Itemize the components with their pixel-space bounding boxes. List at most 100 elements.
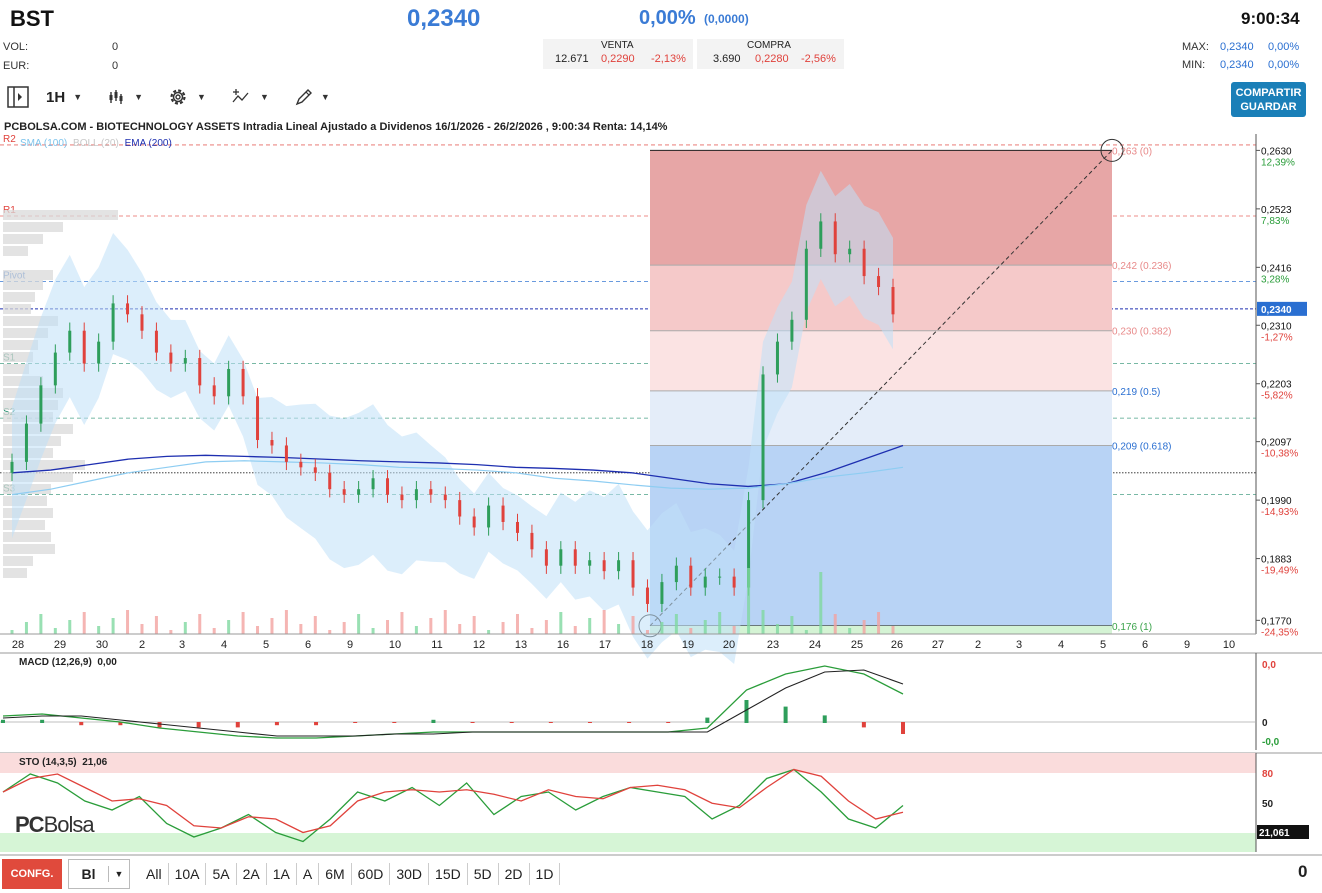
sto-tick-label: 50 xyxy=(1262,799,1274,810)
volume-bar xyxy=(819,572,823,634)
range-all[interactable]: All xyxy=(140,863,169,885)
macd-histogram-bar xyxy=(353,722,358,723)
volume-bar xyxy=(862,620,866,634)
last-price: 0,2340 xyxy=(407,5,481,32)
candle-body xyxy=(198,358,202,386)
volume-profile-bar xyxy=(3,270,53,280)
candle-body xyxy=(10,461,14,473)
candle-body xyxy=(328,472,332,490)
candle-body xyxy=(458,500,462,517)
range-2a[interactable]: 2A xyxy=(237,863,267,885)
chart-type-dropdown[interactable]: ▼ xyxy=(108,89,143,105)
volume-bar xyxy=(588,618,592,634)
range-5d[interactable]: 5D xyxy=(468,863,499,885)
buy-label: COMPRA xyxy=(747,40,791,51)
range-15d[interactable]: 15D xyxy=(429,863,468,885)
ticker-symbol: BST xyxy=(10,6,54,31)
chevron-down-icon: ▼ xyxy=(114,869,124,879)
range-6m[interactable]: 6M xyxy=(319,863,352,885)
config-button[interactable]: CONFG. xyxy=(2,859,62,889)
range-60d[interactable]: 60D xyxy=(352,863,391,885)
candle-body xyxy=(501,505,505,522)
fib-trend-line xyxy=(649,150,1113,627)
range-2d[interactable]: 2D xyxy=(499,863,530,885)
candle-body xyxy=(487,505,491,528)
scale-select[interactable]: Bl ▼ xyxy=(68,859,130,889)
candle-body xyxy=(443,494,447,501)
candle-body xyxy=(241,368,245,397)
range-1d[interactable]: 1D xyxy=(530,863,561,885)
candle-body xyxy=(588,560,592,566)
toggle-panel-icon[interactable] xyxy=(6,85,30,109)
volume-bar xyxy=(386,620,390,634)
price-tick-label: 0,2097 xyxy=(1261,438,1292,449)
range-10a[interactable]: 10A xyxy=(169,863,207,885)
sto-tick-label: 80 xyxy=(1262,769,1274,780)
candle-body xyxy=(284,445,288,462)
price-tick-label: 0,2310 xyxy=(1261,321,1292,332)
share-save-button[interactable]: COMPARTIR GUARDAR xyxy=(1231,82,1306,117)
candle-body xyxy=(183,358,187,364)
volume-profile-bar xyxy=(3,316,58,326)
volume-bar xyxy=(241,612,245,634)
candle-body xyxy=(68,330,72,353)
volume-bar xyxy=(299,624,303,634)
bollinger-band xyxy=(12,170,893,665)
time-tick-label: 6 xyxy=(305,639,311,651)
candle-body xyxy=(645,587,649,604)
settings-dropdown[interactable]: ▼ xyxy=(167,86,206,108)
gear-icon xyxy=(170,89,186,105)
volume-bar xyxy=(97,626,101,634)
interval-dropdown[interactable]: 1H ▼ xyxy=(46,89,82,106)
bottom-right-value: 0 xyxy=(1298,862,1308,881)
fib-level-label: 0,263 (0) xyxy=(1112,146,1152,157)
volume-bar xyxy=(198,614,202,634)
sell-box: VENTA 12.671 0,2290 -2,13% xyxy=(543,39,693,69)
eur-label: EUR: xyxy=(3,60,30,72)
volume-profile-bar xyxy=(3,234,43,244)
sto-d-line xyxy=(2,768,904,834)
fib-level-label: 0,209 (0.618) xyxy=(1112,441,1172,452)
volume-bar xyxy=(790,616,794,634)
fib-level-label: 0,230 (0.382) xyxy=(1112,327,1172,338)
price-tick-percent: 12,39% xyxy=(1261,157,1295,168)
candle-body xyxy=(689,565,693,588)
volume-profile-bar xyxy=(3,568,27,578)
current-price-tag-label: 0,2340 xyxy=(1261,305,1292,316)
volume-bar xyxy=(400,612,404,634)
range-5a[interactable]: 5A xyxy=(206,863,237,885)
logo-bolsa: Bolsa xyxy=(43,812,95,837)
time-tick-label: 3 xyxy=(179,639,185,651)
candle-body xyxy=(429,489,433,495)
time-tick-label: 29 xyxy=(54,639,66,651)
time-tick-label: 3 xyxy=(1016,639,1022,651)
candle-body xyxy=(53,352,57,386)
range-30d[interactable]: 30D xyxy=(390,863,430,885)
candle-body xyxy=(718,576,722,578)
time-tick-label: 6 xyxy=(1142,639,1148,651)
volume-profile-bar xyxy=(3,292,35,302)
candle-body xyxy=(400,494,404,501)
volume-bar xyxy=(357,614,361,634)
macd-tick-label: -0,0 xyxy=(1262,737,1280,748)
time-tick-label: 2 xyxy=(975,639,981,651)
volume-profile-bar xyxy=(3,280,43,290)
candle-body xyxy=(848,248,852,255)
candle-body xyxy=(357,489,361,495)
max-value: 0,2340 xyxy=(1220,41,1254,53)
time-tick-label: 27 xyxy=(932,639,944,651)
scale-select-value: Bl xyxy=(69,866,109,882)
range-a[interactable]: A xyxy=(297,863,320,885)
sto-current-label: 21,061 xyxy=(1259,828,1290,839)
macd-histogram-bar xyxy=(705,717,710,723)
volume-bar xyxy=(284,610,288,634)
time-tick-label: 26 xyxy=(891,639,903,651)
indicators-dropdown[interactable]: ▼ xyxy=(232,88,269,106)
min-label: MIN: xyxy=(1182,59,1206,71)
time-tick-label: 10 xyxy=(389,639,401,651)
fib-level-label: 0,219 (0.5) xyxy=(1112,387,1160,398)
candle-body xyxy=(342,489,346,495)
range-1a[interactable]: 1A xyxy=(267,863,297,885)
drawing-tools-dropdown[interactable]: ▼ xyxy=(295,88,330,106)
